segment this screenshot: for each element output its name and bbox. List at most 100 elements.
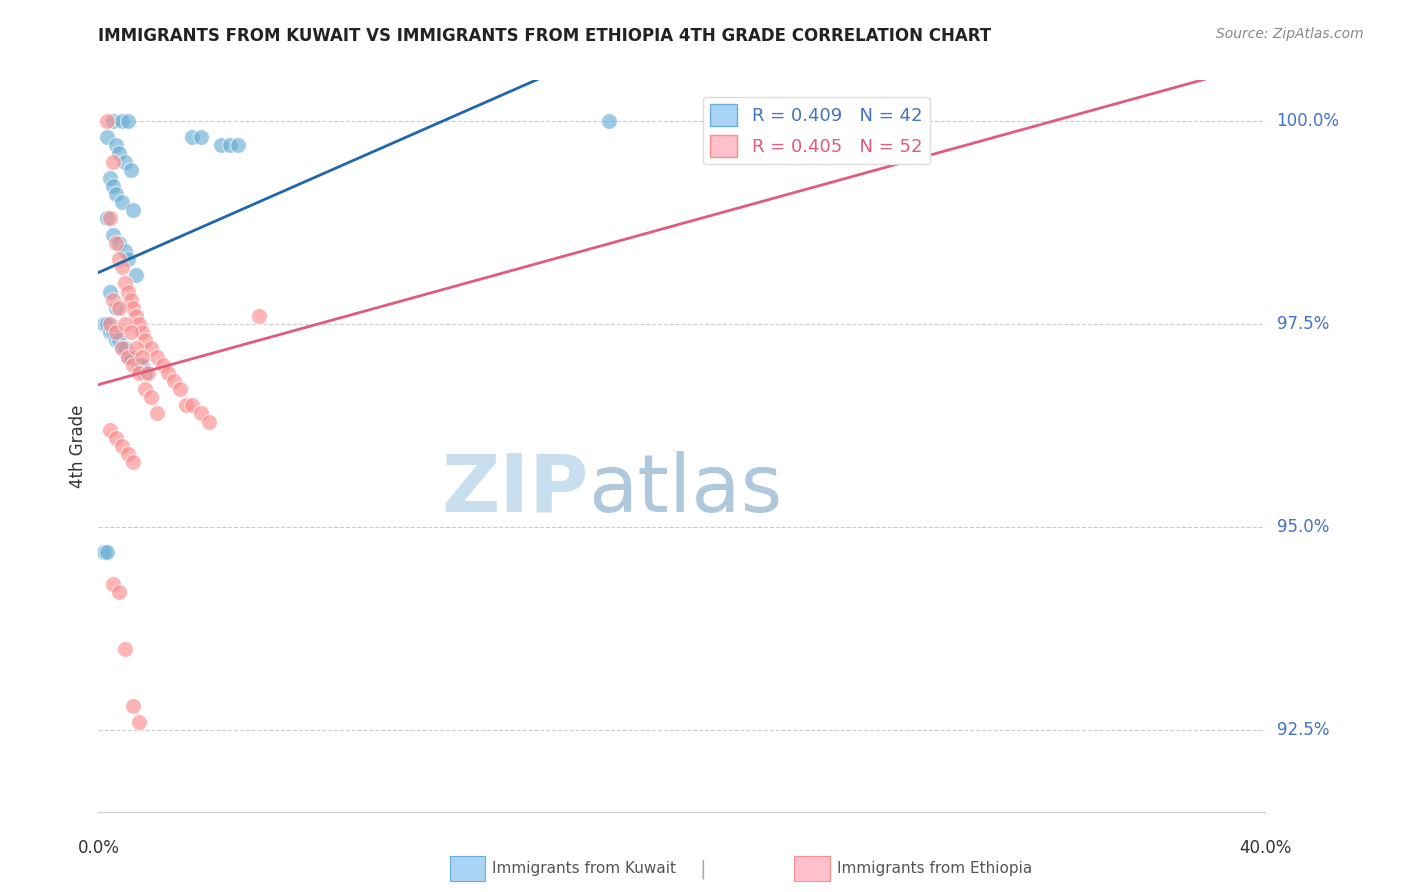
Text: 40.0%: 40.0% bbox=[1239, 839, 1292, 857]
Text: Immigrants from Ethiopia: Immigrants from Ethiopia bbox=[837, 862, 1032, 876]
Point bbox=[104, 301, 127, 315]
Point bbox=[247, 309, 270, 323]
Point bbox=[131, 350, 153, 364]
Point bbox=[104, 431, 127, 445]
Point bbox=[111, 195, 134, 210]
Point bbox=[122, 358, 145, 372]
Point bbox=[122, 301, 145, 315]
Point bbox=[111, 260, 134, 275]
Point bbox=[125, 342, 148, 356]
Text: 92.5%: 92.5% bbox=[1277, 722, 1329, 739]
Point bbox=[101, 114, 124, 128]
Point bbox=[108, 252, 131, 266]
Point bbox=[198, 415, 221, 429]
Point bbox=[108, 146, 131, 161]
Point bbox=[122, 455, 145, 469]
Point bbox=[93, 544, 115, 558]
Point bbox=[98, 423, 121, 437]
Point bbox=[131, 325, 153, 339]
Point bbox=[98, 317, 121, 331]
Point bbox=[218, 138, 240, 153]
Point bbox=[146, 350, 169, 364]
Text: Source: ZipAtlas.com: Source: ZipAtlas.com bbox=[1216, 27, 1364, 41]
Point bbox=[122, 203, 145, 218]
Text: ZIP: ZIP bbox=[441, 450, 589, 529]
Point bbox=[131, 358, 153, 372]
Text: 0.0%: 0.0% bbox=[77, 839, 120, 857]
Text: 97.5%: 97.5% bbox=[1277, 315, 1329, 333]
Point bbox=[117, 252, 139, 266]
Point bbox=[111, 342, 134, 356]
Point bbox=[101, 227, 124, 242]
Point bbox=[128, 317, 150, 331]
Point bbox=[128, 715, 150, 730]
Point bbox=[134, 382, 156, 396]
Point bbox=[101, 293, 124, 307]
Point bbox=[101, 325, 124, 339]
Point bbox=[114, 277, 136, 291]
Point bbox=[114, 317, 136, 331]
Point bbox=[134, 334, 156, 348]
Point bbox=[209, 138, 232, 153]
Point bbox=[134, 366, 156, 380]
Point bbox=[108, 585, 131, 599]
Point bbox=[120, 350, 142, 364]
Point bbox=[111, 439, 134, 453]
Point bbox=[190, 407, 212, 421]
Point bbox=[120, 293, 142, 307]
Point bbox=[96, 114, 118, 128]
Point bbox=[139, 342, 162, 356]
Point bbox=[598, 114, 620, 128]
Point bbox=[114, 154, 136, 169]
Point bbox=[98, 325, 121, 339]
Point bbox=[111, 114, 134, 128]
Point bbox=[117, 114, 139, 128]
Point bbox=[136, 366, 159, 380]
Point bbox=[114, 342, 136, 356]
Legend: R = 0.409   N = 42, R = 0.405   N = 52: R = 0.409 N = 42, R = 0.405 N = 52 bbox=[703, 96, 929, 164]
Point bbox=[108, 301, 131, 315]
Point bbox=[108, 334, 131, 348]
Point bbox=[101, 178, 124, 193]
Point bbox=[128, 366, 150, 380]
Point bbox=[122, 699, 145, 714]
Text: 100.0%: 100.0% bbox=[1277, 112, 1340, 130]
Point bbox=[101, 154, 124, 169]
Point bbox=[111, 342, 134, 356]
Point bbox=[114, 642, 136, 657]
Text: atlas: atlas bbox=[589, 450, 783, 529]
Point bbox=[98, 211, 121, 226]
Point bbox=[169, 382, 191, 396]
Point bbox=[157, 366, 180, 380]
Point bbox=[125, 309, 148, 323]
Point bbox=[117, 447, 139, 461]
Point bbox=[104, 325, 127, 339]
Text: Immigrants from Kuwait: Immigrants from Kuwait bbox=[492, 862, 676, 876]
Point bbox=[104, 138, 127, 153]
Y-axis label: 4th Grade: 4th Grade bbox=[69, 404, 87, 488]
Point bbox=[120, 162, 142, 177]
Point bbox=[96, 211, 118, 226]
Point bbox=[96, 544, 118, 558]
Point bbox=[117, 350, 139, 364]
Point bbox=[152, 358, 174, 372]
Point bbox=[180, 398, 202, 412]
Text: |: | bbox=[700, 860, 706, 880]
Point bbox=[146, 407, 169, 421]
Point bbox=[114, 244, 136, 258]
Point bbox=[96, 317, 118, 331]
Point bbox=[904, 114, 927, 128]
Point bbox=[104, 334, 127, 348]
Point bbox=[128, 358, 150, 372]
Point bbox=[108, 235, 131, 250]
Point bbox=[163, 374, 186, 388]
Point bbox=[125, 268, 148, 283]
Point bbox=[228, 138, 250, 153]
Point bbox=[93, 317, 115, 331]
Point bbox=[174, 398, 197, 412]
Point bbox=[101, 577, 124, 591]
Text: IMMIGRANTS FROM KUWAIT VS IMMIGRANTS FROM ETHIOPIA 4TH GRADE CORRELATION CHART: IMMIGRANTS FROM KUWAIT VS IMMIGRANTS FRO… bbox=[98, 27, 991, 45]
Point bbox=[98, 285, 121, 299]
Point bbox=[96, 130, 118, 145]
Point bbox=[120, 325, 142, 339]
